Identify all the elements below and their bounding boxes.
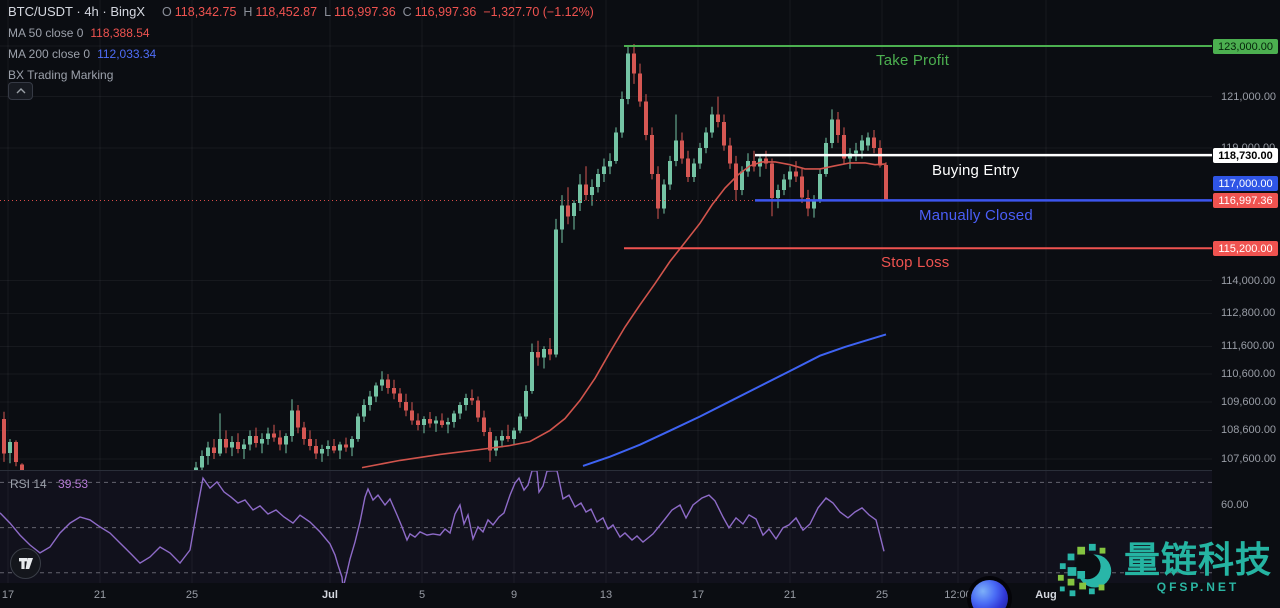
rsi-chart	[0, 470, 1212, 589]
time-axis-label: 25	[185, 589, 199, 601]
price-axis-label: 109,600.00	[1221, 396, 1277, 408]
rsi-legend: RSI 14 39.53	[10, 477, 88, 491]
price-axis-label: 121,000.00	[1221, 91, 1277, 103]
price-chart-pane[interactable]: Take Profit Buying Entry Manually Closed St…	[0, 0, 1212, 470]
watermark: 量链科技 QFSP.NET	[1056, 541, 1272, 601]
watermark-text: 量链科技	[1124, 539, 1273, 580]
chevron-up-icon	[16, 88, 25, 94]
price-axis-label: 112,800.00	[1221, 307, 1276, 319]
trade-line-label: Take Profit	[876, 52, 950, 69]
time-axis-label: Jul	[322, 589, 338, 601]
trade-line-label: Buying Entry	[932, 162, 1020, 179]
tradingview-logo-icon	[18, 558, 33, 569]
symbol-title: BTC/USDT · 4h · BingX	[8, 4, 146, 19]
ma50-value: 118,388.54	[90, 26, 150, 40]
price-badge: 116,997.36	[1213, 193, 1278, 208]
price-axis-label: 111,600.00	[1221, 340, 1275, 352]
time-axis-label: 9	[510, 589, 518, 601]
time-axis-label: 17	[691, 589, 705, 601]
trade-line-label: Manually Closed	[919, 207, 1033, 224]
time-axis-label: 21	[93, 589, 107, 601]
time-axis-label: 17	[1, 589, 15, 601]
price-badge: 115,200.00	[1213, 241, 1278, 256]
ma200-value: 112,033.34	[97, 47, 157, 61]
price-axis-label: 114,000.00	[1221, 275, 1276, 287]
time-axis-label: 5	[418, 589, 426, 601]
price-badge: 123,000.00	[1213, 39, 1278, 54]
time-axis-label: 13	[599, 589, 613, 601]
price-axis-label: 110,600.00	[1221, 368, 1276, 380]
watermark-logo-icon	[1057, 543, 1112, 597]
candlestick-chart	[0, 0, 1212, 470]
tradingview-logo-button[interactable]	[10, 548, 41, 579]
rsi-axis-label: 60.00	[1221, 499, 1249, 511]
time-axis-label: 21	[783, 589, 797, 601]
price-badge: 118,730.00	[1213, 148, 1278, 163]
rsi-label: RSI 14	[10, 477, 47, 491]
time-axis-label: Aug	[1035, 589, 1057, 601]
time-axis-label: 12:00	[944, 589, 972, 601]
price-axis-label: 108,600.00	[1221, 424, 1277, 436]
rsi-value: 39.53	[58, 477, 89, 491]
time-axis[interactable]: 17 21 25 Jul 5 9 13 17 21 25 12:00 Aug	[0, 583, 1212, 608]
price-axis[interactable]: 121,000.00119,000.00114,000.00112,800.00…	[1212, 0, 1280, 583]
chart-legend: BTC/USDT · 4h · BingX O 118,342.75 H 118,4…	[8, 4, 594, 89]
price-change: −1,327.70 (−1.12%)	[483, 4, 594, 19]
legend-collapse-button[interactable]	[8, 82, 33, 100]
pane-separator[interactable]	[0, 470, 1212, 471]
ohlc-values: O 118,342.75 H 118,452.87 L 116,997.36 C 116…	[162, 4, 477, 19]
marking-indicator-label: BX Trading Marking	[8, 68, 114, 82]
ma200-label: MA 200 close 0	[8, 47, 91, 61]
price-axis-label: 107,600.00	[1221, 453, 1277, 465]
watermark-subtext: QFSP.NET	[1156, 580, 1240, 594]
price-badge: 117,000.00	[1213, 176, 1278, 191]
floating-app-logo-icon[interactable]	[971, 580, 1008, 608]
trade-line-label: Stop Loss	[881, 254, 950, 271]
ma50-label: MA 50 close 0	[8, 26, 84, 40]
time-axis-label: 25	[875, 589, 889, 601]
